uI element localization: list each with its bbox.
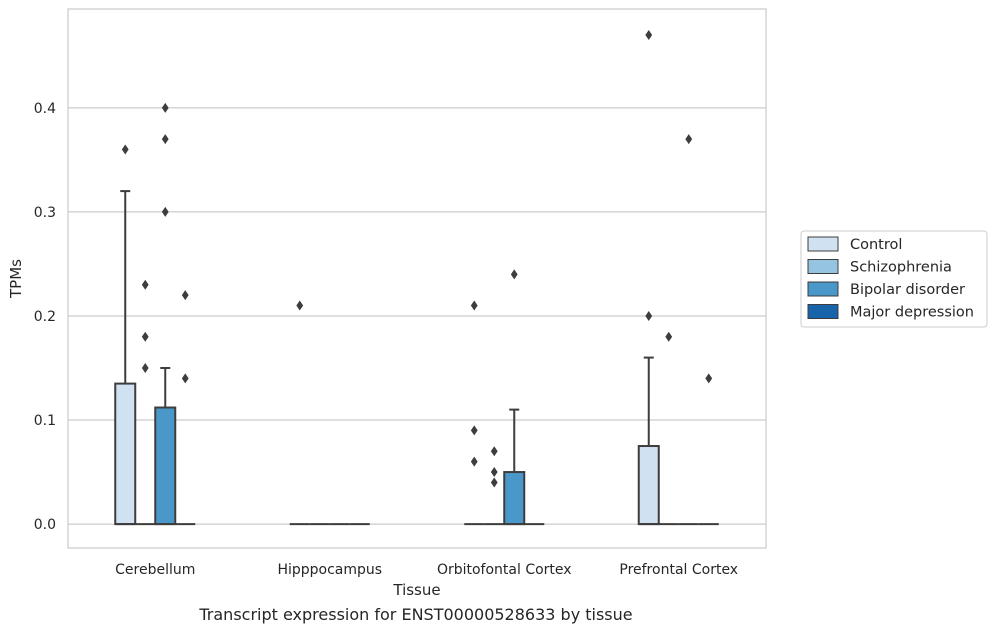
outlier-point <box>141 362 149 373</box>
outlier-point <box>161 206 169 217</box>
y-tick-label: 0.4 <box>34 101 56 117</box>
outlier-point <box>470 300 478 311</box>
x-tick-labels: Cerebellum Hipppocampus Orbitofontal Corte… <box>115 562 738 578</box>
outlier-point <box>161 134 169 145</box>
outlier-point <box>490 446 498 457</box>
box-0-0 <box>114 190 137 526</box>
legend-swatch <box>807 259 839 274</box>
legend-label: Bipolar disorder <box>850 282 965 298</box>
legend-label: Control <box>850 237 902 253</box>
outlier-point <box>645 30 653 41</box>
legend-swatch <box>807 236 839 252</box>
box-0-2 <box>154 366 177 526</box>
x-axis-title: Tissue <box>392 581 440 599</box>
x-tick-label: Orbitofontal Cortex <box>437 562 572 578</box>
box-3-0 <box>637 356 660 526</box>
legend-swatch <box>807 281 839 297</box>
y-tick-label: 0.0 <box>34 517 56 533</box>
outlier-points <box>121 30 713 488</box>
y-tick-label: 0.2 <box>34 309 56 325</box>
outlier-point <box>685 134 693 145</box>
outlier-point <box>665 331 673 342</box>
outlier-point <box>490 477 498 488</box>
legend-label: Major depression <box>850 305 974 321</box>
outlier-point <box>645 310 653 321</box>
box-body <box>154 406 177 526</box>
box-body <box>503 471 526 526</box>
chart-caption: Transcript expression for ENST0000052863… <box>199 605 633 624</box>
legend-label: Schizophrenia <box>850 260 952 276</box>
y-tick-label: 0.3 <box>34 205 56 221</box>
outlier-point <box>490 467 498 478</box>
y-tick-labels: 0.0 0.1 0.2 0.3 0.4 <box>34 101 56 533</box>
plot-frame <box>67 8 767 549</box>
box-body <box>114 382 137 526</box>
y-tick-label: 0.1 <box>34 413 56 429</box>
legend-frame <box>800 230 988 328</box>
x-tick-label: Cerebellum <box>115 562 195 578</box>
x-tick-label: Hipppocampus <box>277 562 382 578</box>
legend: Control Schizophrenia Bipolar disorder Majo… <box>800 230 988 328</box>
outlier-point <box>121 144 129 155</box>
box-body <box>637 445 660 526</box>
outlier-point <box>181 290 189 301</box>
outlier-point <box>141 279 149 290</box>
outlier-point <box>181 373 189 384</box>
outlier-point <box>705 373 713 384</box>
box-marks <box>114 190 719 526</box>
outlier-point <box>470 456 478 467</box>
outlier-point <box>470 425 478 436</box>
outlier-point <box>296 300 304 311</box>
box-2-2 <box>503 408 526 526</box>
y-axis-title: TPMs <box>7 259 25 299</box>
legend-swatch <box>807 304 839 319</box>
outlier-point <box>161 102 169 113</box>
outlier-point <box>510 269 518 280</box>
outlier-point <box>141 331 149 342</box>
x-tick-label: Prefrontal Cortex <box>619 562 738 578</box>
